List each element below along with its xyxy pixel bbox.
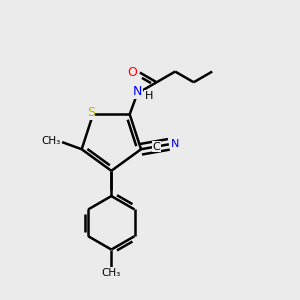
- Text: N: N: [171, 139, 180, 149]
- Text: H: H: [145, 91, 153, 101]
- Text: C: C: [152, 142, 160, 152]
- Text: N: N: [133, 85, 142, 98]
- Text: CH₃: CH₃: [102, 268, 121, 278]
- Text: S: S: [87, 106, 94, 119]
- Text: CH₃: CH₃: [41, 136, 61, 146]
- Text: O: O: [127, 65, 137, 79]
